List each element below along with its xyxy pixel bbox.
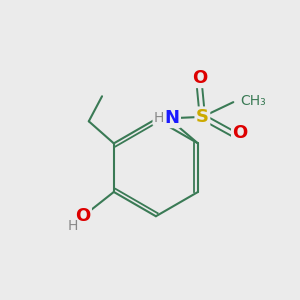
Text: N: N xyxy=(165,109,180,127)
Text: H: H xyxy=(68,219,78,233)
Text: O: O xyxy=(192,69,207,87)
Text: H: H xyxy=(154,111,164,125)
Text: O: O xyxy=(232,124,248,142)
Text: S: S xyxy=(196,108,209,126)
Text: CH₃: CH₃ xyxy=(241,94,266,108)
Text: O: O xyxy=(75,206,91,224)
